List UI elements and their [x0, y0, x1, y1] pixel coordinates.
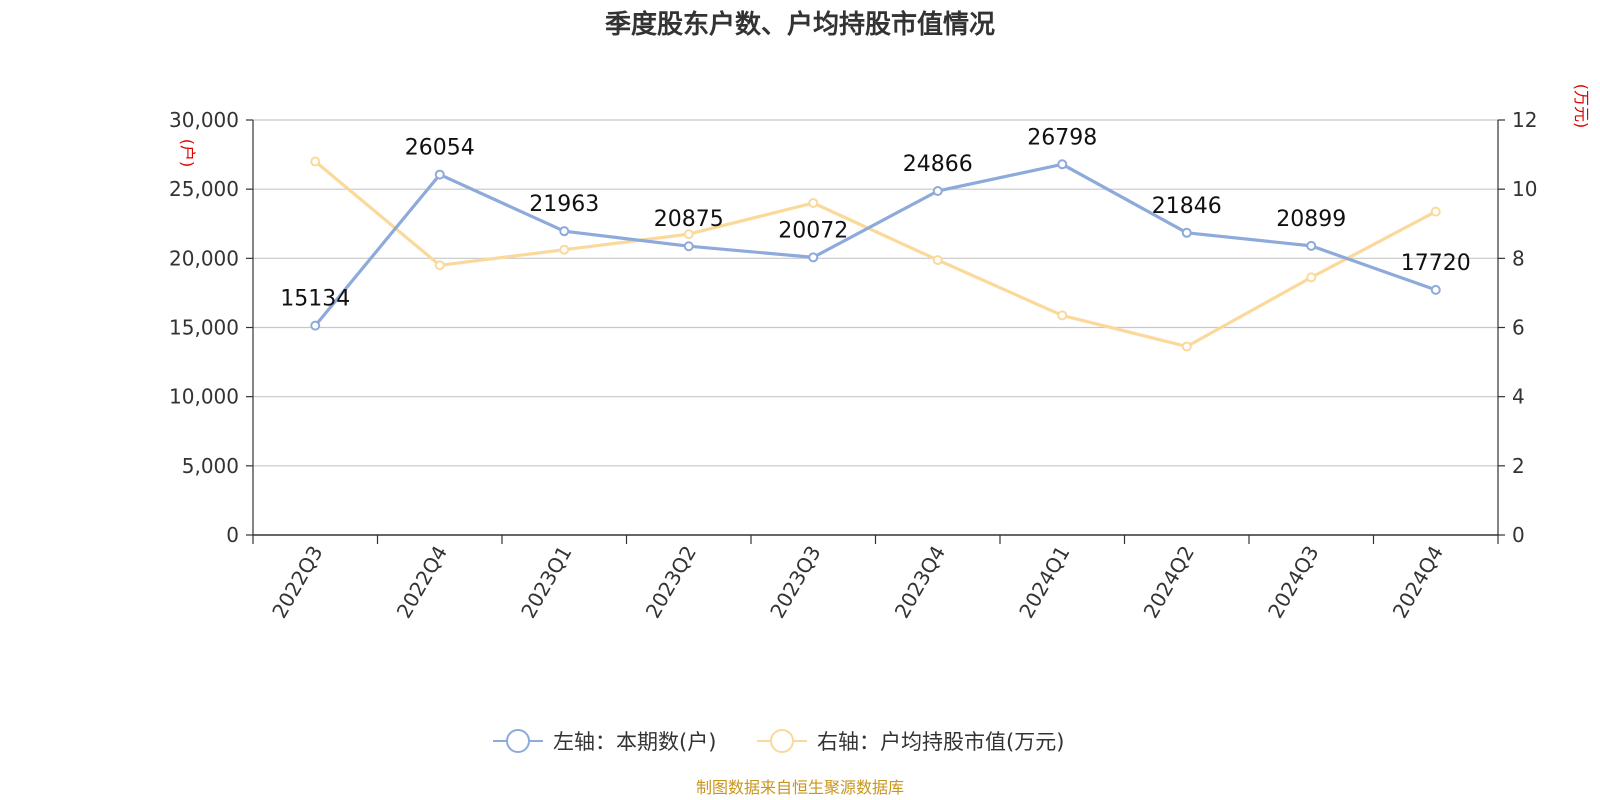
- data-point-left: [683, 241, 694, 252]
- right-tick-label: 2: [1512, 454, 1525, 478]
- right-axis-unit: (万元): [1572, 84, 1591, 129]
- data-point-left: [1057, 159, 1068, 170]
- data-label: 21963: [529, 192, 599, 217]
- source-note: 制图数据来自恒生聚源数据库: [696, 778, 904, 797]
- legend-left-label: 左轴：本期数(户): [553, 730, 716, 754]
- data-point-right: [1057, 310, 1068, 321]
- legend-item-right-series[interactable]: 右轴：户均持股市值(万元): [757, 729, 1064, 754]
- left-tick-label: 30,000: [169, 108, 239, 132]
- series-lines: [314, 160, 1437, 349]
- data-label: 26054: [405, 136, 475, 161]
- x-tick-label: 2024Q4: [1388, 542, 1448, 623]
- data-point-right: [1181, 341, 1192, 352]
- data-point-left: [1430, 284, 1441, 295]
- chart-title: 季度股东户数、户均持股市值情况: [605, 9, 995, 40]
- data-label: 26798: [1027, 125, 1097, 150]
- data-label: 15134: [280, 287, 350, 312]
- x-tick-label: 2022Q3: [267, 542, 327, 623]
- data-point-left: [808, 252, 819, 263]
- left-tick-label: 5,000: [182, 454, 239, 478]
- legend[interactable]: 左轴：本期数(户) 右轴：户均持股市值(万元): [493, 729, 1064, 754]
- x-tick-label: 2022Q4: [392, 542, 452, 623]
- series-line-right: [314, 160, 1437, 349]
- legend-right-label: 右轴：户均持股市值(万元): [817, 730, 1064, 754]
- data-label: 20899: [1276, 207, 1346, 232]
- data-point-left: [434, 169, 445, 180]
- left-tick-label: 25,000: [169, 177, 239, 201]
- data-point-right: [1306, 272, 1317, 283]
- x-tick-label: 2023Q4: [890, 542, 950, 623]
- x-tick-label: 2023Q2: [641, 542, 701, 623]
- data-point-right: [808, 198, 819, 208]
- data-label: 17720: [1401, 251, 1471, 276]
- right-tick-label: 10: [1512, 177, 1537, 201]
- series-line-left: [314, 162, 1437, 327]
- legend-left-circle-icon: [506, 729, 530, 753]
- data-point-right: [559, 244, 570, 255]
- data-point-left: [932, 186, 943, 197]
- legend-item-left-series[interactable]: 左轴：本期数(户): [493, 729, 716, 754]
- axes: 0 5,000 10,000 15,000 20,000 25,000 30,000 0 2 4 6…: [169, 108, 1537, 622]
- data-labels: 15134 26054 21963 20875 20072 24866 26798 21846…: [280, 125, 1471, 311]
- data-label: 24866: [903, 152, 973, 177]
- grid-lines: [253, 119, 1498, 467]
- left-tick-label: 15,000: [169, 316, 239, 340]
- data-point-right: [434, 260, 445, 271]
- series-points: [310, 156, 1441, 352]
- data-point-left: [1306, 240, 1317, 251]
- data-label: 21846: [1152, 194, 1222, 219]
- x-tick-label: 2024Q3: [1263, 542, 1323, 623]
- x-tick-label: 2024Q1: [1014, 542, 1074, 623]
- left-axis-unit: (户): [178, 139, 197, 168]
- data-label: 20072: [778, 218, 848, 243]
- data-point-left: [1181, 227, 1192, 238]
- x-tick-label: 2023Q3: [765, 542, 825, 623]
- x-tick-label: 2023Q1: [516, 542, 576, 623]
- legend-right-circle-icon: [770, 729, 794, 753]
- left-tick-label: 10,000: [169, 385, 239, 409]
- data-point-right: [310, 156, 321, 167]
- x-tick-label: 2024Q2: [1139, 542, 1199, 623]
- data-label: 20875: [654, 207, 724, 232]
- data-point-right: [683, 229, 694, 240]
- data-point-right: [932, 255, 943, 266]
- right-tick-label: 4: [1512, 385, 1525, 409]
- data-point-left: [559, 226, 570, 237]
- left-tick-label: 20,000: [169, 246, 239, 270]
- data-point-right: [1430, 206, 1441, 217]
- data-point-left: [310, 320, 321, 331]
- left-tick-label: 0: [226, 523, 239, 547]
- right-tick-label: 0: [1512, 523, 1525, 547]
- right-tick-label: 8: [1512, 246, 1525, 270]
- right-tick-label: 12: [1512, 108, 1537, 132]
- right-tick-label: 6: [1512, 316, 1525, 340]
